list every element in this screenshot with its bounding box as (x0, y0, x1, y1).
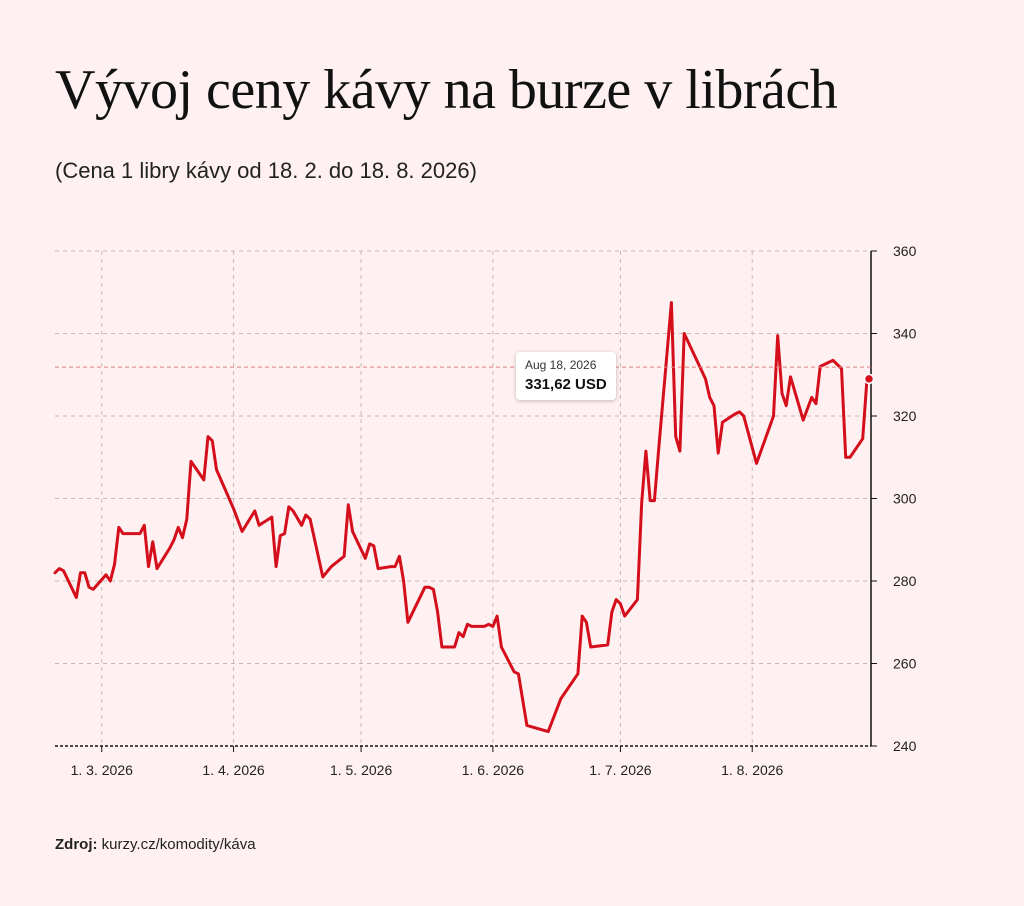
page-subtitle: (Cena 1 libry kávy od 18. 2. do 18. 8. 2… (55, 158, 477, 183)
y-tick-label: 240 (893, 738, 917, 754)
tooltip-value: 331,62 USD (525, 376, 607, 393)
chart-marks (55, 366, 875, 385)
source-note: Zdroj: kurzy.cz/komodity/káva (55, 836, 256, 853)
y-tick-label: 360 (893, 243, 917, 259)
x-tick-label: 1. 8. 2026 (721, 762, 783, 778)
x-tick-label: 1. 4. 2026 (202, 762, 264, 778)
chart-series (53, 301, 869, 734)
source-label: Zdroj: (55, 836, 98, 853)
y-tick-label: 300 (893, 491, 917, 507)
x-tick-label: 1. 6. 2026 (462, 762, 524, 778)
value-tooltip: Aug 18, 2026 331,62 USD (516, 352, 616, 400)
chart-axes: 240 260 280 300 320 340 360 1. 3. 2026 1. 4. 202… (55, 243, 917, 778)
y-tick-label: 340 (893, 326, 917, 342)
price-line (53, 301, 869, 734)
source-text: kurzy.cz/komodity/káva (101, 836, 256, 853)
x-tick-label: 1. 3. 2026 (71, 762, 133, 778)
highlight-point (863, 373, 875, 385)
x-tick-label: 1. 5. 2026 (330, 762, 392, 778)
page-title: Vývoj ceny kávy na burze v librách (55, 59, 838, 121)
y-tick-label: 320 (893, 408, 917, 424)
y-tick-label: 280 (893, 573, 917, 589)
y-tick-label: 260 (893, 656, 917, 672)
x-tick-label: 1. 7. 2026 (589, 762, 651, 778)
chart-grid (55, 250, 871, 746)
tooltip-date: Aug 18, 2026 (525, 358, 597, 372)
